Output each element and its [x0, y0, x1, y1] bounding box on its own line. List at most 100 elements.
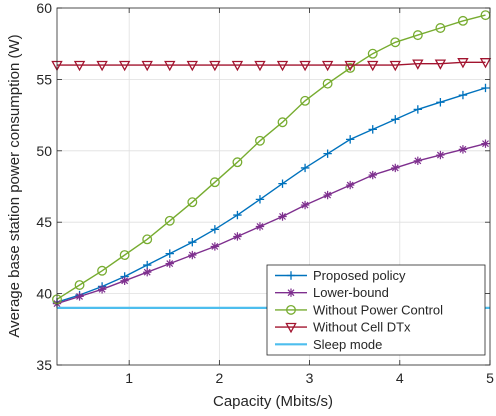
data-point: [233, 210, 242, 220]
y-axis-label: Average base station power consumption (…: [6, 34, 23, 337]
data-point: [118, 60, 131, 72]
data-point: [286, 271, 296, 280]
data-point: [209, 177, 220, 188]
data-point: [232, 157, 243, 168]
y-tick-label: 50: [36, 143, 52, 159]
data-point: [165, 249, 174, 258]
data-point: [278, 212, 287, 221]
legend-label: Without Cell DTx: [313, 320, 411, 335]
data-point: [97, 265, 108, 276]
legend-label: Lower-bound: [313, 285, 389, 300]
data-point: [142, 234, 153, 245]
data-point: [367, 48, 378, 59]
data-point: [73, 60, 86, 72]
data-point: [321, 60, 334, 72]
data-point: [210, 242, 220, 251]
data-point: [278, 179, 287, 188]
data-point: [210, 225, 220, 234]
data-point: [97, 285, 107, 294]
data-point: [481, 139, 490, 148]
data-point: [74, 280, 85, 290]
data-point: [188, 237, 197, 247]
data-point: [186, 60, 199, 72]
data-point: [300, 95, 311, 106]
data-point: [285, 322, 297, 334]
data-point: [345, 180, 355, 190]
x-tick-label: 4: [396, 370, 404, 386]
data-point: [413, 105, 423, 114]
data-point: [300, 163, 310, 173]
x-tick-label: 3: [306, 370, 314, 386]
data-point: [457, 15, 468, 26]
data-point: [323, 190, 332, 200]
data-point: [391, 115, 400, 124]
data-point: [345, 135, 355, 144]
data-point: [368, 125, 377, 134]
data-point: [436, 98, 445, 107]
legend-item: Lower-bound: [275, 285, 389, 300]
legend-label: Without Power Control: [313, 302, 443, 317]
data-point: [435, 23, 446, 33]
legend-item: Sleep mode: [275, 337, 382, 352]
legend-item: Without Power Control: [275, 302, 443, 317]
series-line: [56, 143, 486, 305]
data-point: [119, 250, 130, 260]
data-point: [143, 267, 152, 277]
plot-frame: [56, 7, 491, 366]
data-point: [141, 60, 153, 72]
data-point: [75, 292, 84, 301]
data-point: [412, 30, 423, 41]
data-point: [322, 78, 333, 89]
y-tick-label: 45: [36, 214, 52, 230]
data-point: [481, 83, 490, 93]
y-tick-label: 55: [36, 71, 52, 87]
data-point: [277, 117, 288, 128]
series-line: [56, 87, 486, 303]
data-point: [286, 304, 296, 315]
legend-label: Sleep mode: [313, 337, 382, 352]
legend: Proposed policy Lower-bound Without Power …: [266, 264, 486, 356]
data-point: [255, 195, 265, 204]
data-point: [458, 145, 468, 154]
data-point: [299, 60, 311, 72]
data-point: [434, 59, 447, 70]
data-point: [457, 58, 469, 69]
data-point: [96, 60, 108, 72]
data-point: [165, 259, 174, 268]
data-point: [300, 200, 310, 210]
data-point: [231, 60, 244, 72]
x-tick-label: 1: [125, 370, 133, 386]
data-point: [254, 60, 266, 72]
data-point: [479, 58, 492, 69]
data-point: [143, 260, 152, 270]
x-tick-label: 5: [486, 370, 494, 386]
data-point: [323, 149, 332, 158]
legend-item: Proposed policy: [275, 268, 406, 283]
data-point: [276, 60, 289, 72]
data-point: [344, 60, 356, 72]
data-point: [390, 37, 401, 48]
data-point: [413, 156, 423, 165]
y-tick-label: 35: [36, 357, 52, 373]
data-point: [120, 276, 129, 285]
x-axis-label: Capacity (Mbits/s): [213, 393, 333, 410]
x-tick-label: 2: [215, 370, 223, 386]
data-point: [458, 90, 468, 100]
data-point: [389, 60, 401, 72]
data-point: [164, 60, 176, 72]
tick-marks: [57, 7, 491, 366]
y-tick-label: 40: [36, 286, 52, 302]
legend-item: Without Cell DTx: [275, 320, 411, 335]
data-point: [367, 60, 379, 72]
data-point: [345, 63, 356, 73]
data-point: [368, 170, 377, 180]
legend-label: Proposed policy: [313, 268, 406, 283]
data-point: [187, 197, 198, 208]
y-tick-label: 60: [36, 0, 52, 16]
data-point: [412, 59, 424, 70]
data-point: [391, 163, 400, 173]
data-point: [188, 250, 197, 260]
series-layer: [51, 10, 492, 309]
